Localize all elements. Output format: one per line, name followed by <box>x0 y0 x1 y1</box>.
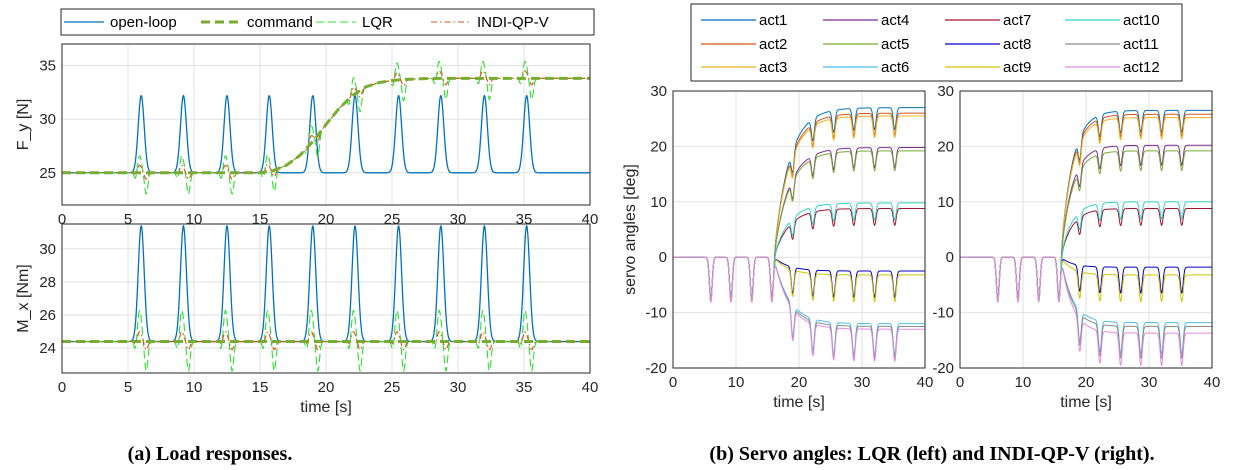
x-tick-label: 40 <box>1204 374 1221 391</box>
x-tick-label: 20 <box>318 379 335 396</box>
legend-label: act7 <box>1003 12 1031 29</box>
x-tick-label: 0 <box>956 374 964 391</box>
y-axis-label: servo angles [deg] <box>622 164 639 295</box>
y-axis-label: F_y [N] <box>15 99 32 151</box>
y-tick-label: -20 <box>932 360 954 377</box>
legend-label: act10 <box>1123 12 1160 29</box>
x-tick-label: 0 <box>669 374 677 391</box>
legend-label: act9 <box>1003 59 1031 76</box>
x-tick-label: 30 <box>450 379 467 396</box>
legend-load: open-loop command LQR INDI-QP-V <box>60 8 595 36</box>
y-tick-label: 30 <box>937 83 954 100</box>
y-axis-label: M_x [Nm] <box>15 264 32 332</box>
y-tick-label: 30 <box>39 241 56 258</box>
y-tick-label: 26 <box>39 307 56 324</box>
y-tick-label: 28 <box>39 274 56 291</box>
y-tick-label: 25 <box>39 165 56 182</box>
series-line-act12 <box>672 256 926 362</box>
y-tick-label: 0 <box>659 249 667 266</box>
x-tick-label: 20 <box>1078 374 1095 391</box>
caption-a: (a) Load responses. <box>128 443 293 465</box>
series-line-lqr <box>62 309 590 372</box>
x-tick-label: 0 <box>58 211 66 228</box>
x-tick-label: 0 <box>58 379 66 396</box>
x-tick-label: 10 <box>728 374 745 391</box>
y-tick-label: 0 <box>946 249 954 266</box>
x-axis-label: time [s] <box>773 394 825 411</box>
legend-label: command <box>247 14 313 31</box>
panel-load-mx: 0 5 10 15 20 25 30 35 40 24 26 28 30 M_x [Nm] time [s] <box>15 223 599 416</box>
caption-b: (b) Servo angles: LQR (left) and INDI-QP… <box>709 443 1154 465</box>
y-tick-label: 24 <box>39 340 56 357</box>
legend-label: open-loop <box>110 14 177 31</box>
y-tick-label: 35 <box>39 57 56 74</box>
x-tick-label: 10 <box>1015 374 1032 391</box>
legend-label: act8 <box>1003 36 1031 53</box>
x-tick-label: 5 <box>124 379 132 396</box>
x-tick-label: 20 <box>791 374 808 391</box>
series-line-act12 <box>959 256 1213 367</box>
y-tick-label: 30 <box>650 83 667 100</box>
y-tick-label: -10 <box>645 305 667 322</box>
legend-label: act2 <box>759 36 787 53</box>
x-tick-label: 40 <box>582 379 599 396</box>
plot-frame <box>959 90 1213 369</box>
y-tick-label: 20 <box>937 138 954 155</box>
x-tick-label: 35 <box>516 379 533 396</box>
panel-servo-indi: 0 10 20 30 40 -20 -10 0 10 20 30 time [s] <box>932 83 1220 411</box>
y-tick-label: 30 <box>39 111 56 128</box>
plot-frame <box>672 90 926 369</box>
legend-label: LQR <box>362 14 393 31</box>
y-tick-label: 10 <box>937 194 954 211</box>
plot-frame <box>61 223 591 374</box>
x-tick-label: 10 <box>186 379 203 396</box>
series-line-command <box>61 76 591 175</box>
legend-servo: act1 act2 act3 act4 act5 act6 act7 act8 act9 act1… <box>690 3 1183 82</box>
legend-label: act4 <box>881 12 909 29</box>
x-axis-label: time [s] <box>300 399 352 416</box>
legend-label: INDI-QP-V <box>477 14 549 31</box>
y-tick-label: -10 <box>932 305 954 322</box>
x-tick-label: 25 <box>384 379 401 396</box>
x-tick-label: 40 <box>917 374 934 391</box>
legend-label: act11 <box>1123 36 1159 53</box>
legend-label: act12 <box>1123 59 1160 76</box>
x-tick-label: 30 <box>854 374 871 391</box>
legend-label: act5 <box>881 36 909 53</box>
legend-label: act1 <box>759 12 787 29</box>
y-tick-label: -20 <box>645 360 667 377</box>
x-tick-label: 15 <box>252 379 269 396</box>
panel-servo-lqr: 0 10 20 30 40 -20 -10 0 10 20 30 servo angles [deg]… <box>622 83 933 411</box>
legend-box <box>690 3 1183 82</box>
legend-label: act6 <box>881 59 909 76</box>
plot-frame <box>61 43 591 206</box>
x-tick-label: 30 <box>1141 374 1158 391</box>
x-tick-label: 5 <box>124 211 132 228</box>
y-tick-label: 10 <box>650 194 667 211</box>
x-axis-label: time [s] <box>1060 394 1112 411</box>
y-tick-label: 20 <box>650 138 667 155</box>
legend-label: act3 <box>759 59 787 76</box>
legend-box <box>60 8 595 36</box>
